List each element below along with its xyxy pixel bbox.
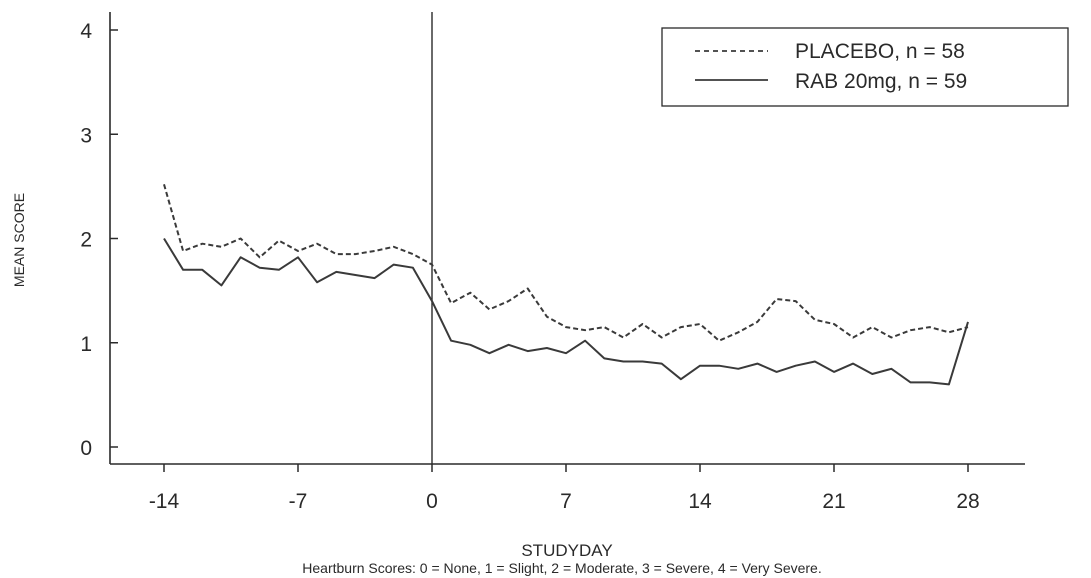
x-tick-label: 14 [688,490,712,513]
legend: PLACEBO, n = 58 RAB 20mg, n = 59 [661,27,1069,107]
y-axis-title: MEAN SCORE [11,193,27,287]
y-tick-label: 1 [80,333,92,356]
x-tick-label: 7 [560,490,572,513]
x-tick-label: 0 [426,490,438,513]
y-axis-ticks: 0 1 2 3 4 [80,20,118,460]
legend-box [661,27,1069,107]
x-axis-title: STUDYDAY [521,541,612,560]
placebo-series-line [163,184,969,342]
y-tick-label: 2 [80,229,92,252]
rab-series-line [163,237,969,386]
legend-label-placebo: PLACEBO, n = 58 [795,40,965,63]
x-tick-label: -7 [289,490,308,513]
y-tick-label: 4 [80,20,92,43]
series-layer [163,184,969,386]
legend-label-rab: RAB 20mg, n = 59 [795,70,967,93]
x-tick-label: 28 [956,490,979,513]
footnote: Heartburn Scores: 0 = None, 1 = Slight, … [302,560,821,576]
y-tick-label: 3 [80,124,92,147]
x-tick-label: -14 [149,490,180,513]
x-axis-ticks: -14 -7 0 7 14 21 28 [149,464,980,513]
y-tick-label: 0 [80,437,92,460]
x-tick-label: 21 [822,490,845,513]
